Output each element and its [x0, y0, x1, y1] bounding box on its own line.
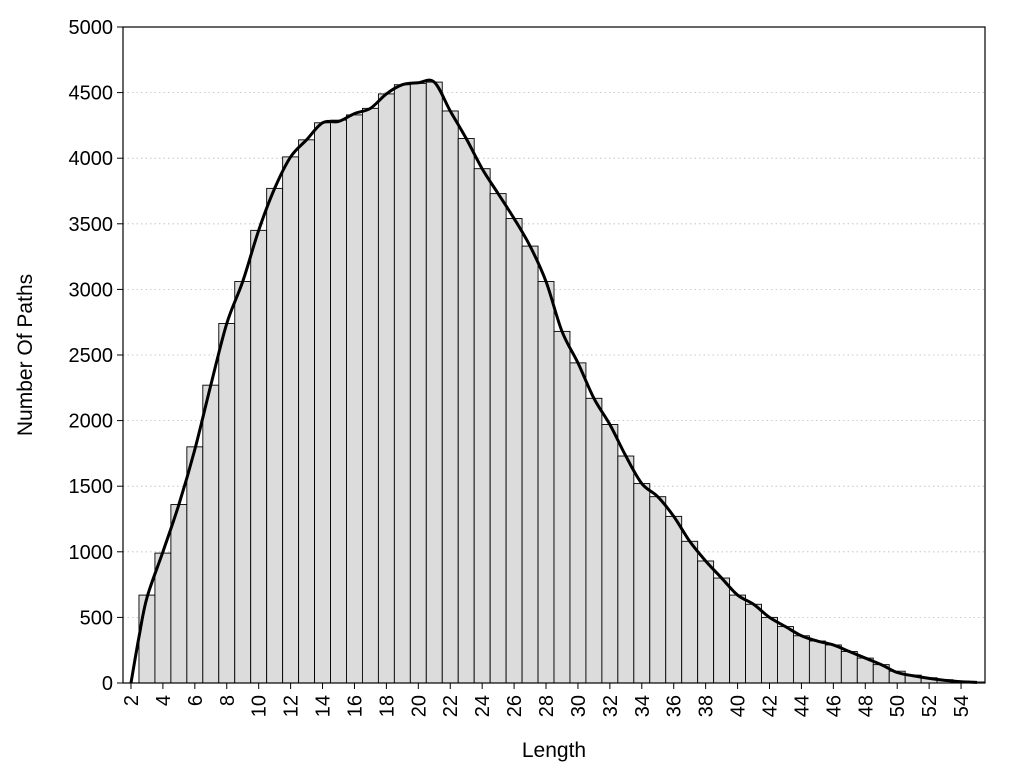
bar [824, 644, 842, 684]
bar [713, 577, 731, 684]
bar [601, 424, 619, 684]
y-tick-label: 4500 [69, 83, 114, 105]
x-tick-label: 18 [376, 695, 398, 717]
bar [473, 168, 491, 684]
series-line [129, 78, 978, 684]
bar [697, 560, 715, 684]
x-tick-label: 16 [344, 695, 366, 717]
bar [617, 455, 635, 684]
bar [569, 362, 587, 684]
bar [202, 384, 220, 684]
bar [840, 651, 858, 684]
bar [761, 616, 778, 684]
bar [585, 397, 603, 684]
bar [777, 626, 794, 684]
x-tick-label: 22 [440, 695, 462, 717]
x-tick-label: 12 [281, 695, 303, 717]
bar [282, 156, 300, 684]
x-tick-label: 4 [153, 695, 175, 706]
y-tick-label: 3500 [69, 214, 114, 236]
bar [649, 496, 667, 684]
x-tick-label: 34 [632, 695, 654, 717]
bar [457, 138, 475, 684]
y-axis-label: Number Of Paths [14, 274, 37, 436]
bar [154, 552, 172, 684]
bar [665, 515, 683, 684]
x-tick-label: 52 [919, 695, 941, 717]
bar [521, 245, 539, 684]
bar [393, 84, 411, 684]
bar [361, 107, 379, 684]
x-tick-label: 2 [121, 695, 143, 706]
y-tick-label: 500 [80, 607, 113, 629]
x-axis: 2 4 6 8 10 12 14 16 18 20 22 24 26 28 30 32 34 36 38 40 42 44… [121, 683, 973, 717]
x-tick-label: 44 [791, 695, 813, 717]
x-tick-label: 20 [408, 695, 430, 717]
y-tick-label: 4000 [69, 148, 114, 170]
y-tick-label: 2500 [69, 345, 114, 367]
bar [170, 504, 188, 684]
y-axis: 0 500 1000 1500 2000 2500 3000 3500 4000 4500 5000 [69, 17, 123, 695]
x-tick-label: 14 [313, 695, 335, 717]
x-tick-label: 42 [760, 695, 782, 717]
y-tick-label: 5000 [69, 17, 114, 39]
bar [298, 139, 316, 684]
bar [186, 446, 204, 684]
y-tick-label: 0 [102, 673, 113, 695]
y-tick-label: 1000 [69, 542, 114, 564]
x-tick-label: 10 [249, 695, 271, 717]
bar [377, 93, 395, 684]
x-tick-label: 38 [696, 695, 718, 717]
bar [808, 640, 826, 684]
bar [314, 122, 331, 684]
bar [745, 603, 762, 684]
x-axis-label: Length [522, 739, 586, 762]
x-tick-label: 28 [536, 695, 558, 717]
smooth-curve [129, 78, 978, 684]
bar [234, 281, 252, 684]
x-tick-label: 36 [664, 695, 686, 717]
bar [441, 110, 459, 684]
x-tick-label: 54 [951, 695, 973, 717]
bar [138, 594, 156, 684]
y-tick-label: 2000 [69, 411, 114, 433]
bar [681, 540, 699, 684]
bar [250, 229, 268, 684]
bar [505, 218, 523, 684]
bar [346, 114, 363, 684]
bar [792, 635, 810, 684]
x-tick-label: 48 [855, 695, 877, 717]
x-tick-label: 30 [568, 695, 590, 717]
x-tick-label: 24 [472, 695, 494, 717]
y-tick-label: 3000 [69, 279, 114, 301]
bar [409, 82, 427, 684]
bars [138, 81, 986, 684]
x-tick-label: 8 [217, 695, 239, 706]
x-tick-label: 46 [823, 695, 845, 717]
bar [218, 323, 236, 684]
y-tick-label: 1500 [69, 476, 114, 498]
x-tick-label: 26 [504, 695, 526, 717]
bar [633, 483, 651, 684]
bar [425, 81, 443, 684]
x-tick-label: 32 [600, 695, 622, 717]
x-tick-label: 6 [185, 695, 207, 706]
bar [489, 193, 507, 684]
bar [729, 594, 747, 684]
bar [537, 281, 555, 684]
bar [330, 119, 347, 684]
x-tick-label: 50 [887, 695, 909, 717]
bar [266, 187, 284, 684]
x-tick-label: 40 [728, 695, 750, 717]
bar [553, 330, 571, 684]
